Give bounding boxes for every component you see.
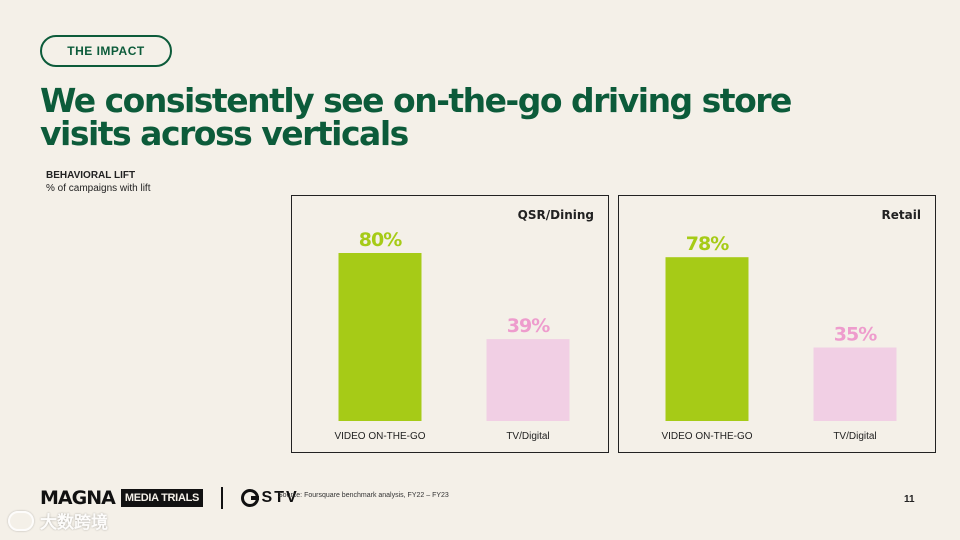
bar-value-label: 80% bbox=[359, 229, 402, 251]
slide-title: We consistently see on-the-go driving st… bbox=[40, 84, 860, 150]
watermark-text: 大数跨境 bbox=[40, 513, 108, 532]
metric-caption: BEHAVIORAL LIFT % of campaigns with lift bbox=[46, 170, 151, 194]
bar-tv-digital bbox=[813, 347, 897, 421]
bar-video-on-the-go bbox=[665, 257, 749, 421]
watermark-icon bbox=[8, 510, 34, 531]
chart-title: QSR/Dining bbox=[518, 208, 594, 222]
category-label: TV/Digital bbox=[833, 431, 876, 442]
gstv-text: STV bbox=[261, 489, 299, 506]
magna-logo: MAGNA bbox=[40, 487, 116, 509]
chart-title: Retail bbox=[882, 208, 921, 222]
footer-logos: MAGNA MEDIA TRIALS STV bbox=[40, 486, 299, 510]
section-tag: THE IMPACT bbox=[40, 35, 172, 67]
source-note: Source: Foursquare benchmark analysis, F… bbox=[278, 492, 449, 499]
bar-value-label: 78% bbox=[686, 233, 729, 255]
chart-retail: Retail 78% VIDEO ON-THE-GO 35% TV/Digital bbox=[661, 208, 921, 442]
metric-label: BEHAVIORAL LIFT bbox=[46, 170, 136, 181]
bar-tv-digital bbox=[486, 339, 570, 421]
bar-value-label: 39% bbox=[507, 315, 550, 337]
media-trials-logo: MEDIA TRIALS bbox=[120, 489, 204, 507]
title-line-1: We consistently see on-the-go driving st… bbox=[40, 81, 792, 120]
category-label: TV/Digital bbox=[506, 431, 549, 442]
bar-video-on-the-go bbox=[338, 253, 422, 421]
page-number: 11 bbox=[904, 494, 915, 505]
bar-value-label: 35% bbox=[834, 324, 877, 346]
chart-panel-retail: Retail 78% VIDEO ON-THE-GO 35% TV/Digital bbox=[618, 195, 936, 453]
gstv-logo: STV bbox=[240, 489, 299, 507]
gstv-g-icon bbox=[240, 489, 259, 507]
metric-sublabel: % of campaigns with lift bbox=[46, 183, 151, 194]
chart-panel-qsr: QSR/Dining 80% VIDEO ON-THE-GO 39% TV/Digita… bbox=[291, 195, 609, 453]
watermark: 大数跨境 bbox=[8, 508, 108, 533]
title-line-2: visits across verticals bbox=[40, 114, 409, 153]
category-label: VIDEO ON-THE-GO bbox=[661, 431, 752, 442]
category-label: VIDEO ON-THE-GO bbox=[334, 431, 425, 442]
logo-divider bbox=[221, 487, 223, 509]
chart-qsr: QSR/Dining 80% VIDEO ON-THE-GO 39% TV/Digita… bbox=[334, 208, 594, 442]
